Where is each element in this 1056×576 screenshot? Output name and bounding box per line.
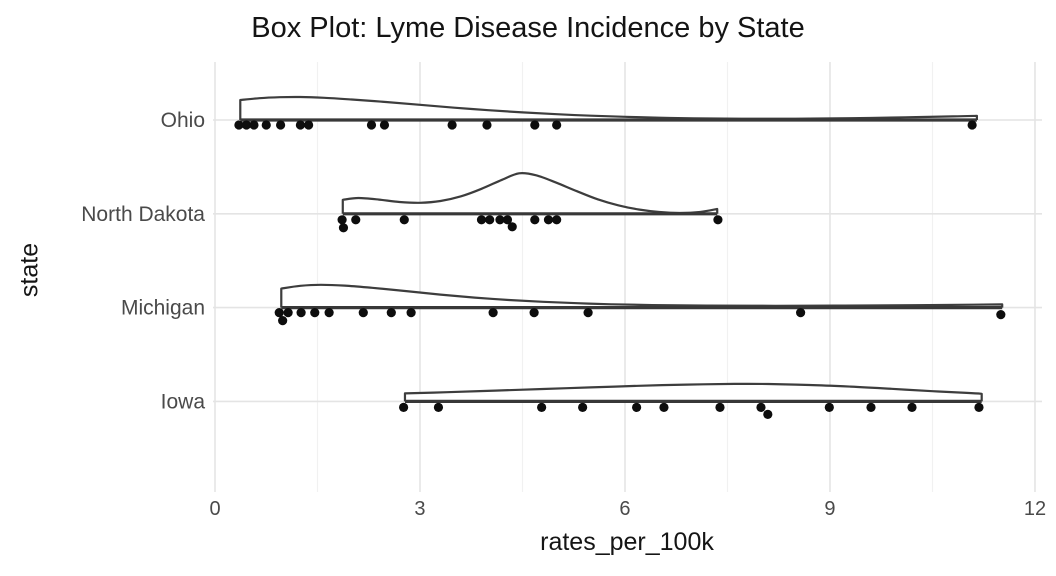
y-axis-category-label: Michigan: [121, 297, 205, 320]
data-point: [502, 215, 513, 225]
data-point: [261, 120, 271, 130]
data-point: [713, 215, 723, 225]
data-point: [552, 120, 562, 130]
data-point: [543, 215, 554, 225]
data-point: [583, 308, 593, 318]
data-point: [295, 120, 306, 130]
data-point: [234, 120, 244, 130]
density-curve-fill: [342, 173, 718, 214]
data-point: [283, 308, 293, 318]
data-point: [241, 120, 252, 130]
data-point: [907, 402, 917, 412]
data-point: [529, 308, 539, 318]
data-point: [338, 223, 349, 233]
y-axis-category-label: Iowa: [161, 390, 206, 413]
data-point: [433, 402, 444, 412]
data-point: [796, 308, 806, 318]
data-point: [763, 409, 773, 419]
data-point: [310, 308, 320, 318]
density-curve-fill: [240, 96, 977, 120]
data-point: [495, 215, 505, 225]
data-point: [337, 215, 347, 225]
data-point: [406, 308, 416, 318]
density-curve: [341, 171, 719, 215]
density-curve-fill: [404, 383, 982, 402]
y-axis-category-label: North Dakota: [81, 203, 205, 226]
data-point: [358, 308, 368, 318]
data-point: [632, 402, 642, 412]
y-axis-category-label: Ohio: [161, 109, 205, 132]
data-point: [379, 120, 390, 130]
data-point: [530, 120, 540, 130]
data-point: [324, 308, 334, 318]
data-point: [659, 402, 669, 412]
data-point: [485, 215, 495, 225]
data-point: [715, 402, 725, 412]
chart-title: Box Plot: Lyme Disease Incidence by Stat…: [251, 12, 805, 44]
data-point: [482, 120, 492, 130]
data-point: [366, 120, 377, 130]
x-axis-title: rates_per_100k: [540, 528, 714, 556]
data-point: [578, 402, 588, 412]
data-point: [274, 308, 284, 318]
data-point: [488, 308, 498, 318]
data-point: [866, 402, 876, 412]
data-point: [447, 120, 457, 130]
density-curve-fill: [281, 284, 1003, 308]
x-tick-label: 3: [414, 498, 425, 520]
data-point: [974, 402, 984, 412]
density-curve: [403, 382, 983, 402]
data-point: [756, 402, 766, 412]
data-point: [351, 215, 361, 225]
data-point: [476, 215, 487, 225]
data-point: [249, 120, 259, 130]
data-point: [278, 316, 288, 326]
data-point: [275, 120, 286, 130]
data-point: [552, 215, 562, 225]
data-point: [399, 215, 409, 225]
x-tick-label: 9: [824, 498, 835, 520]
data-point: [296, 308, 306, 318]
data-point: [996, 310, 1006, 320]
data-point: [304, 120, 314, 130]
density-curve: [280, 283, 1004, 308]
data-point: [537, 402, 547, 412]
data-point: [398, 402, 409, 412]
x-tick-label: 6: [619, 498, 630, 520]
data-point: [967, 120, 977, 130]
x-tick-label: 0: [209, 498, 220, 520]
data-point: [530, 215, 540, 225]
data-point: [386, 308, 396, 318]
data-point: [824, 402, 834, 412]
data-point: [507, 222, 517, 232]
x-tick-label: 12: [1024, 498, 1046, 520]
